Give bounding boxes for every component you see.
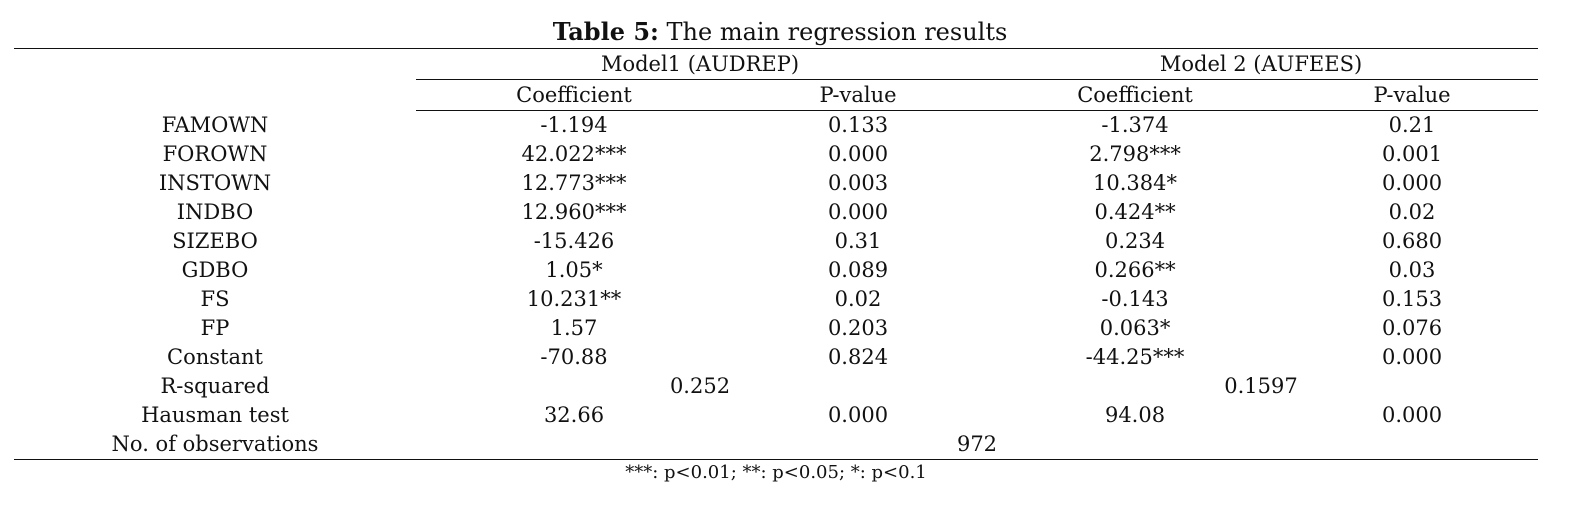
- model1-pvalue: 0.089: [827, 258, 889, 282]
- model2-pvalue: 0.02: [1388, 200, 1436, 224]
- table-caption: Table 5: The main regression results: [0, 16, 1560, 48]
- model1-hausman-stat: 32.66: [543, 403, 605, 427]
- model1-header: Model1 (AUDREP): [416, 48, 985, 80]
- rsquared-label: R-squared: [160, 374, 270, 398]
- model1-coefficient-header: Coefficient: [416, 79, 732, 111]
- table-row: GDBO 1.05* 0.089 0.266** 0.03: [14, 256, 1538, 285]
- table-caption-label: Table 5:: [552, 17, 659, 46]
- model1-pvalue: 0.02: [834, 287, 882, 311]
- model1-rsquared: 0.252: [669, 374, 731, 398]
- variable-name: FAMOWN: [161, 112, 269, 137]
- model2-coefficient: 10.384*: [1093, 171, 1177, 195]
- table-caption-text: The main regression results: [658, 18, 1008, 46]
- model2-coefficient: 0.234: [1104, 229, 1166, 253]
- model1-coefficient: -15.426: [533, 229, 615, 253]
- header-empty-cell: [14, 48, 416, 80]
- model1-coefficient: 1.57: [550, 316, 598, 340]
- variable-name: GDBO: [181, 258, 249, 282]
- rsquared-row: R-squared 0.252 0.1597: [14, 372, 1538, 401]
- model1-pvalue: 0.133: [827, 113, 889, 137]
- model2-pvalue-header: P-value: [1286, 79, 1539, 111]
- model1-pvalue: 0.000: [827, 200, 889, 224]
- subheader-row: Coefficient P-value Coefficient P-value: [14, 79, 1539, 111]
- variable-name: INSTOWN: [158, 171, 272, 195]
- subheader-empty-cell: [14, 80, 416, 111]
- model1-coefficient: -1.194: [540, 113, 608, 137]
- model1-hausman-pvalue: 0.000: [827, 403, 889, 427]
- significance-note: ***: p<0.01; **: p<0.05; *: p<0.1: [625, 462, 927, 483]
- model2-hausman-stat: 94.08: [1104, 403, 1166, 427]
- model2-pvalue: 0.153: [1381, 287, 1443, 311]
- variable-name: Constant: [167, 345, 263, 369]
- model2-pvalue: 0.03: [1388, 258, 1436, 282]
- model2-pvalue: 0.001: [1381, 142, 1443, 166]
- variable-name: SIZEBO: [172, 229, 258, 253]
- table-row: Constant -70.88 0.824 -44.25*** 0.000: [14, 343, 1538, 372]
- model2-coefficient: 0.424**: [1094, 200, 1176, 224]
- variable-name: INDBO: [176, 200, 254, 224]
- model2-pvalue: 0.680: [1381, 229, 1443, 253]
- model2-coefficient: 2.798***: [1089, 142, 1181, 166]
- hausman-label: Hausman test: [141, 403, 289, 427]
- regression-table: Model1 (AUDREP) Model 2 (AUFEES) Coeffic…: [14, 48, 1539, 460]
- model2-coefficient: 0.063*: [1099, 316, 1171, 340]
- model2-pvalue: 0.21: [1388, 113, 1436, 137]
- table-row: FP 1.57 0.203 0.063* 0.076: [14, 314, 1538, 343]
- model2-coefficient-header: Coefficient: [984, 79, 1287, 111]
- model1-pvalue: 0.824: [827, 345, 889, 369]
- variable-name: FS: [200, 287, 230, 311]
- model1-pvalue-header: P-value: [732, 79, 985, 111]
- observations-row: No. of observations 972: [14, 430, 1539, 460]
- model1-coefficient: 12.773***: [521, 171, 627, 195]
- model2-header: Model 2 (AUFEES): [984, 48, 1539, 80]
- model1-coefficient: 10.231**: [526, 287, 622, 311]
- table-row: FAMOWN -1.194 0.133 -1.374 0.21: [14, 111, 1538, 141]
- model2-coefficient: -44.25***: [1085, 345, 1185, 369]
- model2-coefficient: -0.143: [1101, 287, 1169, 311]
- model1-coefficient: -70.88: [540, 345, 608, 369]
- table-row: FS 10.231** 0.02 -0.143 0.153: [14, 285, 1538, 314]
- model2-rsquared: 0.1597: [1224, 374, 1298, 398]
- model2-coefficient: -1.374: [1101, 113, 1169, 137]
- model1-pvalue: 0.003: [827, 171, 889, 195]
- model1-coefficient: 42.022***: [521, 142, 627, 166]
- observations-value: 972: [416, 430, 1539, 460]
- table-row: INDBO 12.960*** 0.000 0.424** 0.02: [14, 198, 1538, 227]
- observations-label: No. of observations: [14, 430, 416, 460]
- model1-pvalue: 0.000: [827, 142, 889, 166]
- table-row: INSTOWN 12.773*** 0.003 10.384* 0.000: [14, 169, 1538, 198]
- table-row: SIZEBO -15.426 0.31 0.234 0.680: [14, 227, 1538, 256]
- model1-pvalue: 0.31: [834, 229, 882, 253]
- hausman-row: Hausman test 32.66 0.000 94.08 0.000: [14, 401, 1538, 430]
- model2-hausman-pvalue: 0.000: [1381, 403, 1443, 427]
- table-row: FOROWN 42.022*** 0.000 2.798*** 0.001: [14, 140, 1538, 169]
- variable-name: FOROWN: [162, 142, 268, 166]
- regression-table-container: Model1 (AUDREP) Model 2 (AUFEES) Coeffic…: [14, 48, 1539, 460]
- model2-pvalue: 0.000: [1381, 171, 1443, 195]
- model1-pvalue: 0.203: [827, 316, 889, 340]
- model1-coefficient: 1.05*: [545, 258, 603, 282]
- variable-name: FP: [200, 316, 230, 340]
- model2-pvalue: 0.076: [1381, 316, 1443, 340]
- model2-pvalue: 0.000: [1381, 345, 1443, 369]
- model2-coefficient: 0.266**: [1094, 258, 1176, 282]
- model-header-row: Model1 (AUDREP) Model 2 (AUFEES): [14, 48, 1539, 80]
- model1-coefficient: 12.960***: [521, 200, 627, 224]
